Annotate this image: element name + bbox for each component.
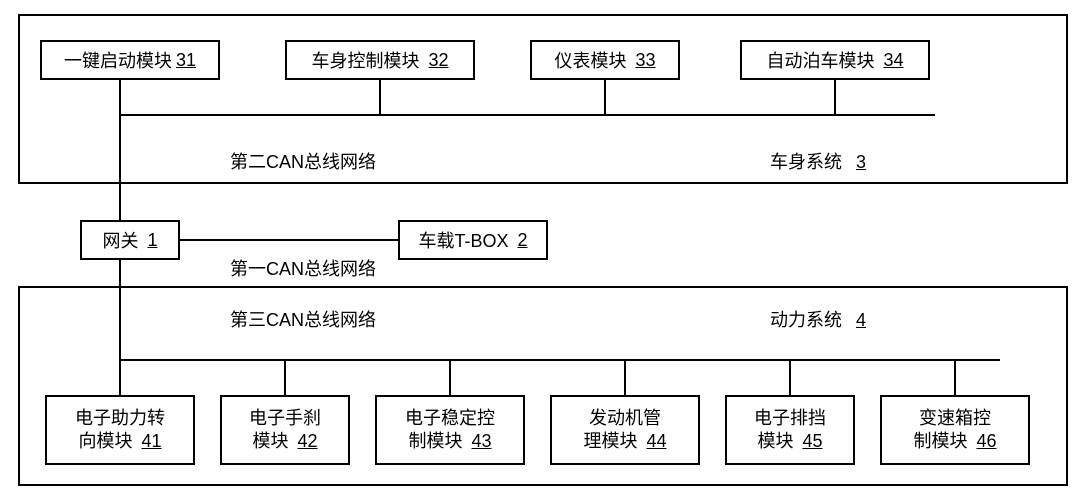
bus1-label: 第一CAN总线网络 <box>230 255 376 281</box>
node-ref: 45 <box>802 431 822 451</box>
node-eps: 电子助力转 向模块 41 <box>45 395 195 465</box>
node-epb: 电子手刹 模块 42 <box>220 395 350 465</box>
node-ref: 43 <box>471 431 491 451</box>
node-line2: 制模块 <box>408 431 462 451</box>
node-ref: 31 <box>176 50 196 71</box>
node-label: 仪表模块 <box>554 47 626 73</box>
sys-label-text: 动力系统 <box>770 310 842 330</box>
node-gateway: 网关 1 <box>80 220 180 260</box>
node-line2: 模块 <box>757 431 793 451</box>
node-line1: 电子手刹 <box>249 407 321 430</box>
node-line1: 电子助力转 <box>75 407 165 430</box>
node-line1: 电子稳定控 <box>405 407 495 430</box>
node-ems: 发动机管 理模块 44 <box>550 395 700 465</box>
node-tbox: 车载T-BOX 2 <box>398 220 548 260</box>
node-line1: 发动机管 <box>583 407 666 430</box>
node-ref: 42 <box>297 431 317 451</box>
node-ref: 32 <box>428 50 448 71</box>
node-line2: 理模块 <box>583 431 637 451</box>
node-ref: 44 <box>646 431 666 451</box>
node-label: 车身控制模块 <box>311 47 419 73</box>
node-ref: 1 <box>148 230 158 251</box>
sys-label-ref: 3 <box>856 152 866 172</box>
sys-label-ref: 4 <box>856 310 866 330</box>
node-label: 车载T-BOX <box>418 227 508 253</box>
node-tcu: 变速箱控 制模块 46 <box>880 395 1030 465</box>
bus3-label: 第三CAN总线网络 <box>230 306 376 332</box>
node-line2: 向模块 <box>78 431 132 451</box>
node-one-key-start: 一键启动模块 31 <box>40 40 220 80</box>
body-sys-label: 车身系统 3 <box>770 148 866 174</box>
node-line2: 模块 <box>252 431 288 451</box>
node-ref: 41 <box>141 431 161 451</box>
node-line1: 电子排挡 <box>754 407 826 430</box>
node-ref: 2 <box>518 230 528 251</box>
node-label: 自动泊车模块 <box>766 47 874 73</box>
node-label: 网关 <box>102 227 138 253</box>
node-line2: 制模块 <box>913 431 967 451</box>
node-esc: 电子稳定控 制模块 43 <box>375 395 525 465</box>
node-auto-park: 自动泊车模块 34 <box>740 40 930 80</box>
node-line1: 变速箱控 <box>913 407 996 430</box>
node-instrument: 仪表模块 33 <box>530 40 680 80</box>
node-ref: 33 <box>635 50 655 71</box>
bus2-label: 第二CAN总线网络 <box>230 148 376 174</box>
sys-label-text: 车身系统 <box>770 152 842 172</box>
node-ref: 34 <box>883 50 903 71</box>
node-ref: 46 <box>976 431 996 451</box>
power-sys-label: 动力系统 4 <box>770 306 866 332</box>
node-body-control: 车身控制模块 32 <box>285 40 475 80</box>
node-label: 一键启动模块 <box>64 47 172 73</box>
node-shifter: 电子排挡 模块 45 <box>725 395 855 465</box>
